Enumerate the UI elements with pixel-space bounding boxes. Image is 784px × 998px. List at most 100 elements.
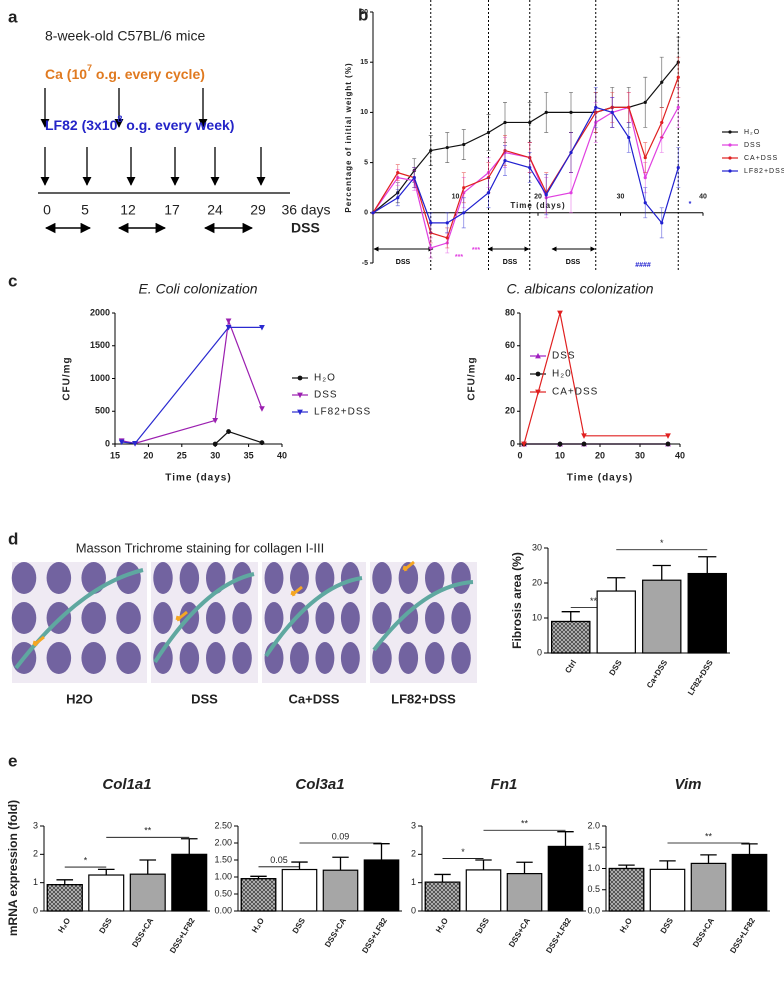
tissue bbox=[206, 562, 226, 594]
bar bbox=[465, 869, 502, 912]
y-tick-label: 0.50 bbox=[214, 888, 232, 898]
tissue bbox=[340, 642, 360, 674]
bar-hatch bbox=[551, 620, 591, 654]
x-tick-label: DSS+LF82 bbox=[168, 916, 197, 955]
tissue bbox=[46, 642, 72, 674]
point bbox=[396, 196, 400, 200]
panel-label: e bbox=[8, 751, 17, 770]
point bbox=[569, 150, 573, 155]
x-tick-label: 10 bbox=[452, 194, 460, 201]
tissue bbox=[116, 562, 141, 594]
ca-text: Ca (10 bbox=[45, 66, 87, 82]
tissue bbox=[264, 602, 284, 634]
y-tick-label: 20 bbox=[505, 406, 515, 416]
legend-label: CA+DSS bbox=[744, 155, 778, 162]
tissue bbox=[264, 562, 284, 594]
y-tick-label: 2.00 bbox=[214, 837, 232, 847]
y-tick-label: 1.50 bbox=[214, 854, 232, 864]
annotation: * bbox=[689, 201, 692, 208]
error-bar bbox=[97, 868, 115, 876]
annotation: DSS bbox=[396, 259, 411, 266]
ca-arrows bbox=[40, 88, 208, 128]
point bbox=[462, 186, 466, 190]
point bbox=[226, 429, 231, 434]
point bbox=[627, 135, 631, 140]
point bbox=[225, 318, 232, 324]
lf82-rest: o.g. every week) bbox=[122, 117, 234, 133]
legend-marker bbox=[297, 392, 303, 399]
x-tick-label: H₂O bbox=[56, 916, 72, 934]
point bbox=[665, 433, 671, 439]
tissue bbox=[451, 562, 471, 594]
bar bbox=[88, 874, 125, 912]
point bbox=[212, 441, 218, 447]
y-axis-label: Fibrosis area (%) bbox=[510, 552, 524, 649]
significance-label: * bbox=[84, 855, 88, 865]
error-bar bbox=[607, 577, 626, 592]
tissue bbox=[153, 562, 173, 594]
tissue bbox=[153, 642, 173, 674]
legend-label: DSS bbox=[552, 351, 576, 362]
point bbox=[445, 236, 449, 240]
timeline-label: 29 bbox=[250, 202, 266, 218]
y-axis-label: CFU/mg bbox=[62, 356, 73, 400]
x-tick-label: 20 bbox=[143, 450, 153, 460]
significance-label: * bbox=[660, 538, 664, 548]
lf82-arrows bbox=[40, 147, 266, 186]
x-tick-label: DSS bbox=[607, 658, 624, 677]
bar-hatch bbox=[240, 878, 277, 912]
tissue bbox=[81, 562, 106, 594]
y-tick-label: 0 bbox=[411, 905, 416, 915]
panel-label: a bbox=[8, 7, 18, 26]
image-label: H2O bbox=[66, 691, 93, 706]
tissue bbox=[232, 642, 252, 674]
point bbox=[445, 145, 449, 150]
point bbox=[486, 191, 491, 195]
tissue bbox=[116, 642, 141, 674]
y-tick-label: 1.0 bbox=[587, 863, 600, 873]
bar bbox=[322, 869, 359, 912]
tissue bbox=[315, 562, 335, 594]
error-bar bbox=[434, 873, 451, 883]
bar bbox=[547, 845, 584, 912]
chart-title: E. Coli colonization bbox=[138, 281, 257, 297]
y-axis-label: CFU/mg bbox=[467, 356, 478, 400]
point bbox=[259, 406, 265, 412]
legend-label: LF82+DSS bbox=[314, 407, 371, 418]
point bbox=[396, 171, 400, 175]
point bbox=[445, 221, 449, 225]
series-line bbox=[214, 430, 263, 445]
x-tick-label: DSS+CA bbox=[323, 916, 348, 949]
series-line bbox=[372, 106, 679, 249]
y-tick-label: 1 bbox=[33, 877, 38, 887]
y-tick-label: 0.00 bbox=[214, 905, 232, 915]
panel-label: c bbox=[8, 271, 17, 290]
point bbox=[371, 211, 375, 215]
point bbox=[132, 440, 138, 447]
tissue bbox=[179, 562, 200, 594]
bar bbox=[363, 859, 400, 912]
tissue bbox=[206, 602, 226, 634]
x-axis-label: Time (days) bbox=[567, 473, 633, 484]
tissue bbox=[398, 562, 419, 594]
significance-label: ** bbox=[590, 596, 598, 606]
bar bbox=[281, 868, 318, 912]
annotation: *** bbox=[472, 247, 480, 254]
tissue bbox=[398, 642, 419, 674]
dss-label: DSS bbox=[291, 220, 320, 236]
point bbox=[503, 120, 507, 125]
bar bbox=[687, 572, 727, 654]
point bbox=[676, 166, 680, 170]
collagen bbox=[14, 568, 144, 670]
legend-marker bbox=[728, 156, 732, 160]
panel-a: 8-week-old C57BL/6 mice Ca (107 o.g. eve… bbox=[38, 28, 320, 236]
annotation: DSS bbox=[566, 259, 581, 266]
x-tick-label: 25 bbox=[177, 450, 187, 460]
legend-marker bbox=[535, 389, 541, 396]
x-tick-label: H₂O bbox=[618, 916, 634, 934]
error-bar bbox=[56, 879, 74, 885]
legend-label: DSS bbox=[744, 142, 761, 149]
point bbox=[412, 176, 416, 180]
legend-label: H₂0 bbox=[552, 369, 572, 380]
series-line bbox=[121, 326, 262, 444]
